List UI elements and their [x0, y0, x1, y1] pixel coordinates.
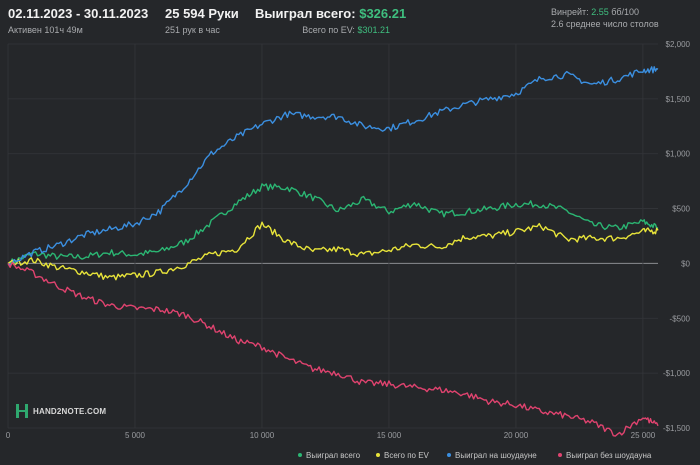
hands-block: 25 594 Руки 251 рук в час — [165, 6, 239, 35]
legend-label: Выиграл на шоудауне — [455, 450, 537, 460]
ev-total: Всего по EV: $301.21 — [255, 25, 390, 35]
series-line-won_total — [7, 183, 659, 267]
legend-dot-icon — [298, 453, 302, 457]
winrate-value: 2.55 — [591, 7, 609, 17]
series-line-showdown — [7, 66, 659, 266]
won-label: Выиграл всего: — [255, 6, 356, 21]
y-axis-ticks: $2,000 $1,500 $1,000 $500 $0 -$500 -$1,000 -$1,… — [663, 40, 691, 433]
legend-item-ev_total[interactable]: Всего по EV — [376, 449, 429, 461]
won-value: $326.21 — [359, 6, 407, 21]
hand2note-logo: HAND2NOTE.COM — [15, 404, 106, 418]
date-block: 02.11.2023 - 30.11.2023 Активен 101ч 49м — [8, 6, 148, 35]
winrate-label: Винрейт: — [551, 7, 589, 17]
date-range: 02.11.2023 - 30.11.2023 — [8, 6, 149, 21]
y-tick-label: $500 — [672, 205, 690, 214]
hands-per-hour: 251 рук в час — [165, 25, 220, 35]
legend-item-showdown[interactable]: Выиграл на шоудауне — [447, 449, 537, 461]
hands-count: 25 594 Руки — [165, 6, 239, 21]
legend-dot-icon — [447, 453, 451, 457]
y-tick-label: $0 — [681, 259, 690, 268]
summary-header: 02.11.2023 - 30.11.2023 Активен 101ч 49м… — [0, 6, 700, 40]
series-line-non_showdown — [7, 261, 659, 437]
legend-label: Выиграл всего — [306, 450, 361, 460]
logo-icon — [15, 404, 29, 418]
legend-item-won_total[interactable]: Выиграл всего — [298, 449, 360, 461]
x-axis-ticks: 0 5 000 10 000 15 000 20 000 25 000 — [6, 431, 656, 440]
legend-label: Выиграл без шоудауна — [566, 450, 652, 460]
winrate-block: Винрейт: 2.55 бб/100 2.6 среднее число с… — [551, 6, 659, 30]
winrate-unit: бб/100 — [611, 7, 640, 17]
won-total: Выиграл всего: $326.21 — [255, 6, 406, 21]
x-tick-label: 10 000 — [250, 431, 275, 440]
legend-label: Всего по EV — [384, 450, 429, 460]
x-tick-label: 20 000 — [504, 431, 529, 440]
avg-tables: 2.6 среднее число столов — [551, 19, 659, 29]
ev-value: $301.21 — [357, 25, 390, 35]
y-tick-label: $2,000 — [666, 40, 691, 49]
ev-label: Всего по EV: — [302, 25, 355, 35]
active-time: Активен 101ч 49м — [8, 25, 83, 35]
winnings-block: Выиграл всего: $326.21 Всего по EV: $301… — [255, 6, 406, 35]
logo-text: HAND2NOTE.COM — [33, 406, 107, 416]
legend-dot-icon — [558, 453, 562, 457]
y-tick-label: -$1,000 — [663, 369, 691, 378]
y-tick-label: -$1,500 — [663, 424, 691, 433]
x-tick-label: 15 000 — [377, 431, 402, 440]
winrate: Винрейт: 2.55 бб/100 — [551, 6, 659, 18]
y-tick-label: $1,500 — [666, 95, 691, 104]
x-tick-label: 0 — [6, 431, 11, 440]
series-lines — [7, 66, 659, 437]
legend-dot-icon — [376, 453, 380, 457]
x-tick-label: 5 000 — [125, 431, 146, 440]
series-line-ev_total — [7, 221, 659, 281]
x-tick-label: 25 000 — [631, 431, 656, 440]
y-tick-label: $1,000 — [666, 150, 691, 159]
grid — [7, 43, 658, 429]
legend-item-non_showdown[interactable]: Выиграл без шоудауна — [558, 449, 651, 461]
y-tick-label: -$500 — [670, 314, 691, 323]
